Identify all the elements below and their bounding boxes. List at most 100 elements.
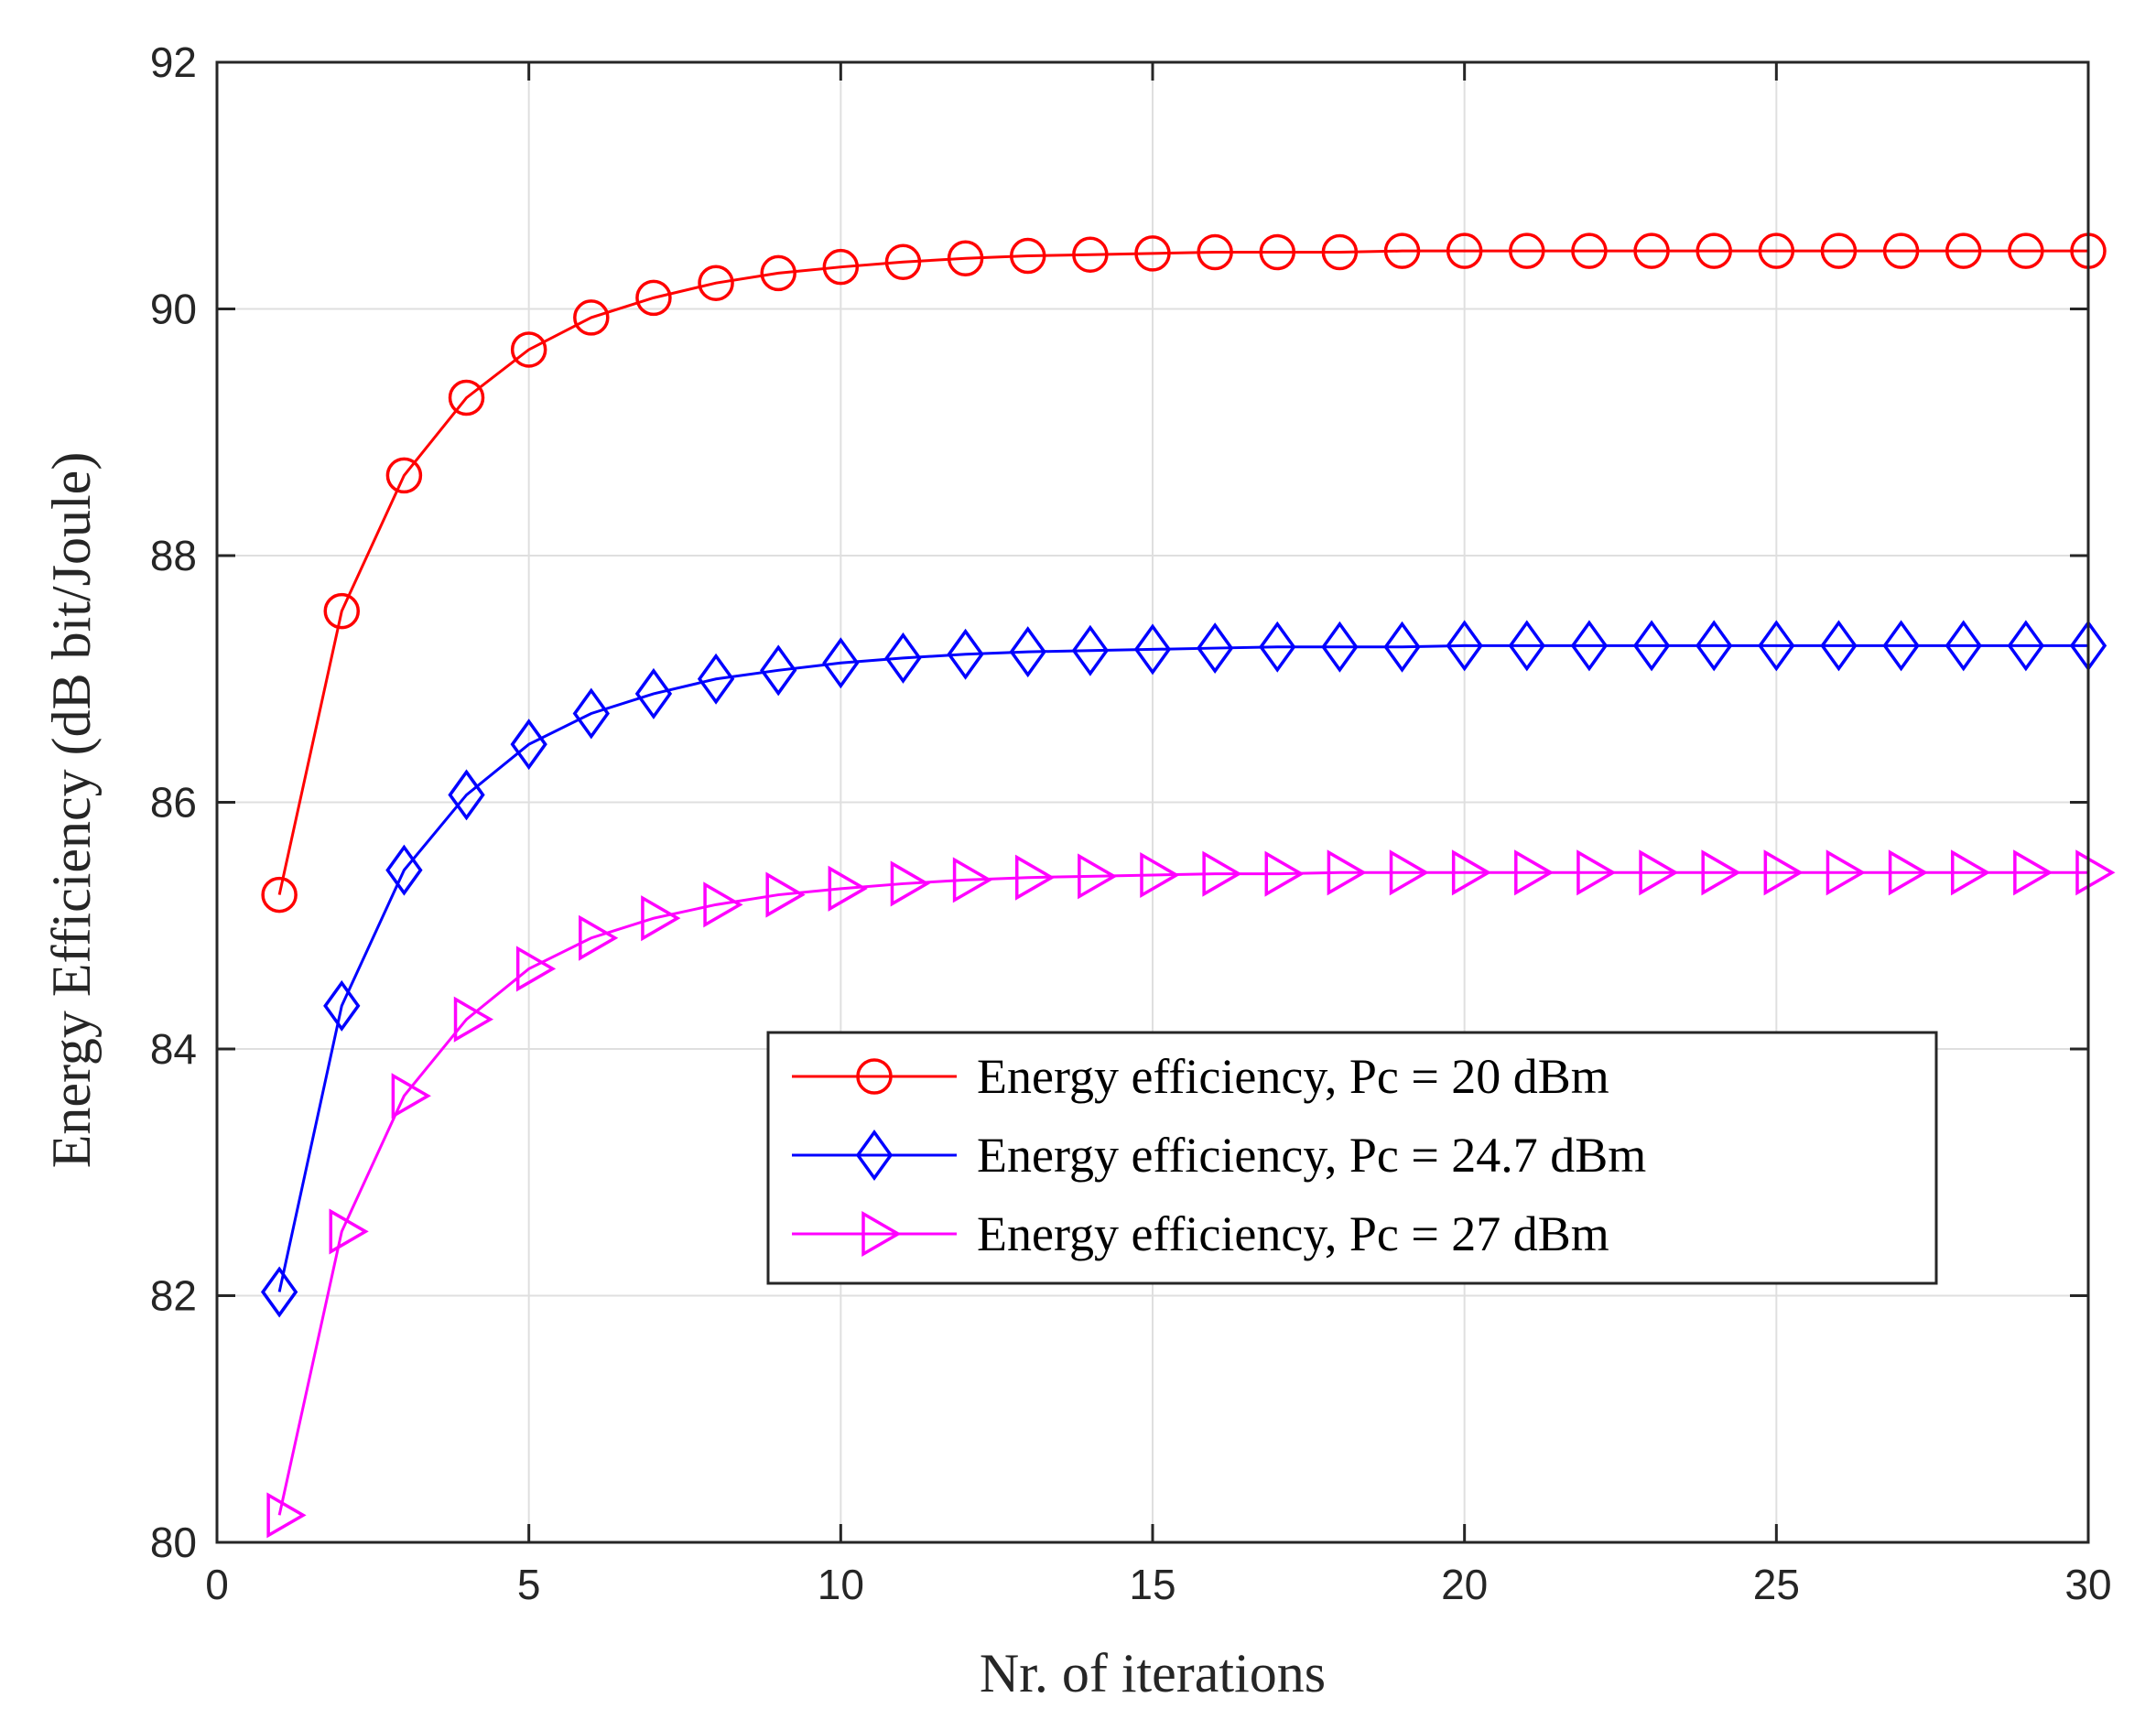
data-point-diamond — [855, 1130, 894, 1181]
data-point-diamond — [260, 1266, 298, 1318]
legend-box — [766, 1031, 1938, 1285]
data-point-diamond — [1259, 621, 1296, 673]
data-point-circle — [323, 592, 361, 630]
data-point-diamond — [1820, 620, 1858, 672]
data-point-triangle — [266, 1492, 307, 1539]
data-point-diamond — [947, 628, 984, 680]
data-point-diamond — [760, 644, 797, 697]
data-point-triangle — [329, 1208, 369, 1255]
legend-entry-label: Energy efficiency, Pc = 20 dBm — [977, 1049, 1609, 1104]
y-tick-label: 84 — [150, 1025, 197, 1073]
data-point-circle — [1009, 237, 1046, 275]
legend-entry-label: Energy efficiency, Pc = 24.7 dBm — [977, 1128, 1646, 1183]
data-point-diamond — [572, 687, 610, 740]
data-point-triangle — [1950, 849, 1991, 896]
data-point-circle — [1758, 232, 1795, 269]
data-point-diamond — [1446, 620, 1483, 672]
data-point-triangle — [952, 857, 993, 903]
data-point-triangle — [1701, 849, 1741, 896]
data-point-diamond — [510, 719, 547, 771]
data-point-diamond — [697, 653, 735, 705]
legend-entry-label: Energy efficiency, Pc = 27 dBm — [977, 1206, 1609, 1261]
data-point-triangle — [579, 914, 619, 961]
data-point-triangle — [1451, 849, 1492, 896]
data-point-triangle — [1327, 849, 1367, 896]
data-point-circle — [1197, 233, 1233, 271]
data-point-circle — [1509, 232, 1545, 269]
data-point-triangle — [515, 946, 557, 992]
data-point-diamond — [1196, 622, 1234, 675]
data-point-diamond — [385, 844, 423, 896]
series-group — [266, 849, 2116, 1539]
data-point-triangle — [1826, 849, 1866, 896]
data-point-triangle — [1763, 849, 1804, 896]
data-point-circle — [947, 240, 984, 277]
data-point-diamond — [1383, 621, 1421, 673]
x-tick-label: 25 — [1753, 1561, 1800, 1608]
data-point-triangle — [861, 1210, 902, 1258]
x-tick-label: 15 — [1129, 1561, 1176, 1608]
data-point-circle — [2008, 232, 2044, 269]
data-point-triangle — [1140, 851, 1180, 899]
data-point-diamond — [634, 667, 673, 719]
data-point-triangle — [1264, 850, 1305, 897]
data-point-circle — [884, 243, 922, 281]
data-point-diamond — [1758, 620, 1795, 672]
data-point-triangle — [1389, 849, 1430, 896]
data-point-circle — [1633, 232, 1670, 269]
series-layer — [260, 232, 2116, 1539]
data-point-diamond — [884, 632, 922, 684]
axes: 0 5 10 15 20 25 30 80 82 84 86 88 90 92 — [150, 38, 2112, 1608]
data-point-triangle — [890, 860, 930, 907]
data-point-diamond — [1508, 620, 1545, 672]
data-point-diamond — [1696, 620, 1733, 672]
data-point-triangle — [641, 895, 681, 942]
x-tick-label: 20 — [1441, 1561, 1488, 1608]
series-line — [277, 249, 2088, 895]
data-point-triangle — [391, 1073, 431, 1119]
data-point-triangle — [453, 996, 494, 1043]
data-point-circle — [1571, 232, 1608, 269]
data-point-circle — [1696, 232, 1732, 269]
data-point-circle — [1446, 232, 1483, 269]
data-point-triangle — [1514, 849, 1555, 896]
data-point-triangle — [1888, 849, 1929, 896]
data-point-circle — [822, 248, 860, 286]
y-tick-label: 82 — [150, 1272, 197, 1320]
y-tick-label: 88 — [150, 532, 197, 579]
data-point-diamond — [1945, 620, 1982, 672]
data-point-circle — [760, 254, 796, 292]
data-point-circle — [1134, 235, 1171, 272]
data-point-triangle — [2013, 849, 2053, 896]
x-tick-label: 0 — [205, 1561, 229, 1608]
y-axis-title: Energy Efficiency (dB bit/Joule) — [41, 452, 102, 1169]
data-point-diamond — [1321, 621, 1359, 673]
series-group — [261, 232, 2107, 914]
data-point-circle — [698, 265, 734, 301]
x-axis-title: Nr. of iterations — [980, 1643, 1326, 1703]
data-point-circle — [1383, 232, 1421, 269]
x-tick-label: 10 — [818, 1561, 864, 1608]
x-tick-label: 30 — [2064, 1561, 2111, 1608]
data-point-diamond — [1009, 626, 1046, 678]
series-line — [277, 643, 2088, 1292]
data-point-circle — [635, 279, 672, 317]
data-point-diamond — [1071, 624, 1110, 676]
data-point-circle — [856, 1058, 893, 1095]
data-point-circle — [1945, 232, 1982, 269]
data-point-diamond — [1570, 620, 1609, 672]
data-point-triangle — [1639, 849, 1679, 896]
data-point-diamond — [323, 979, 361, 1032]
data-point-circle — [1072, 236, 1109, 273]
data-point-circle — [385, 457, 423, 494]
x-tick-label: 5 — [517, 1561, 541, 1608]
y-tick-label: 86 — [150, 779, 197, 827]
data-point-triangle — [2075, 849, 2116, 896]
data-point-circle — [510, 331, 547, 368]
data-point-triangle — [765, 871, 806, 918]
data-point-diamond — [1632, 620, 1671, 672]
y-tick-label: 80 — [150, 1519, 197, 1566]
legend: Energy efficiency, Pc = 20 dBm Energy eff… — [766, 1031, 1938, 1285]
data-point-circle — [573, 299, 610, 336]
